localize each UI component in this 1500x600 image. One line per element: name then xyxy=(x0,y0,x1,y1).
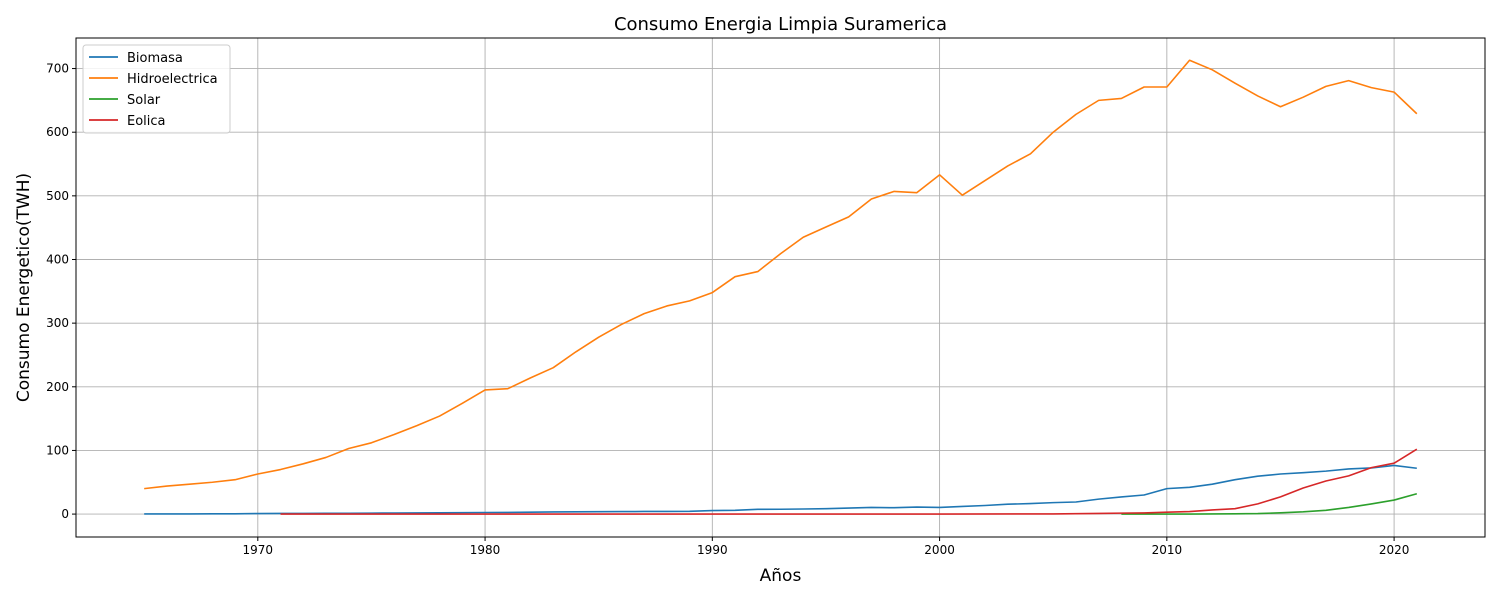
y-tick-label: 700 xyxy=(46,62,69,76)
series-line-eolica xyxy=(280,448,1418,515)
chart-title: Consumo Energia Limpia Suramerica xyxy=(614,14,947,35)
y-tick-label: 100 xyxy=(46,443,69,457)
x-tick-label: 1980 xyxy=(470,543,501,557)
x-tick-label: 1970 xyxy=(243,543,274,557)
y-tick-label: 0 xyxy=(61,507,69,521)
x-tick-label: 1990 xyxy=(697,543,728,557)
series-line-solar xyxy=(1121,492,1418,515)
x-tick-label: 2000 xyxy=(924,543,955,557)
legend-label-biomasa: Biomasa xyxy=(127,51,183,66)
x-axis: 1970 1980 1990 2000 2010 2020 xyxy=(243,537,1410,557)
y-tick-label: 500 xyxy=(46,189,69,203)
y-axis: 0 100 200 300 400 500 600 700 xyxy=(46,62,76,521)
legend-label-solar: Solar xyxy=(127,93,161,108)
series-line-biomasa xyxy=(144,464,1417,515)
legend-box xyxy=(82,44,231,134)
y-axis-title: Consumo Energetico(TWH) xyxy=(14,173,34,402)
x-tick-label: 2010 xyxy=(1152,543,1183,557)
y-tick-label: 300 xyxy=(46,316,69,330)
y-tick-label: 600 xyxy=(46,125,69,139)
y-tick-label: 200 xyxy=(46,380,69,394)
legend-label-eolica: Eolica xyxy=(127,114,166,129)
x-tick-label: 2020 xyxy=(1379,543,1410,557)
legend: Biomasa Hidroelectrica Solar Eolica xyxy=(82,44,231,134)
x-axis-title: Años xyxy=(760,566,802,586)
plot-area-frame xyxy=(75,37,1486,538)
series-lines xyxy=(144,59,1418,515)
series-line-hidroelectrica xyxy=(144,59,1418,490)
y-tick-label: 400 xyxy=(46,252,69,266)
legend-label-hidroelectrica: Hidroelectrica xyxy=(127,72,218,87)
